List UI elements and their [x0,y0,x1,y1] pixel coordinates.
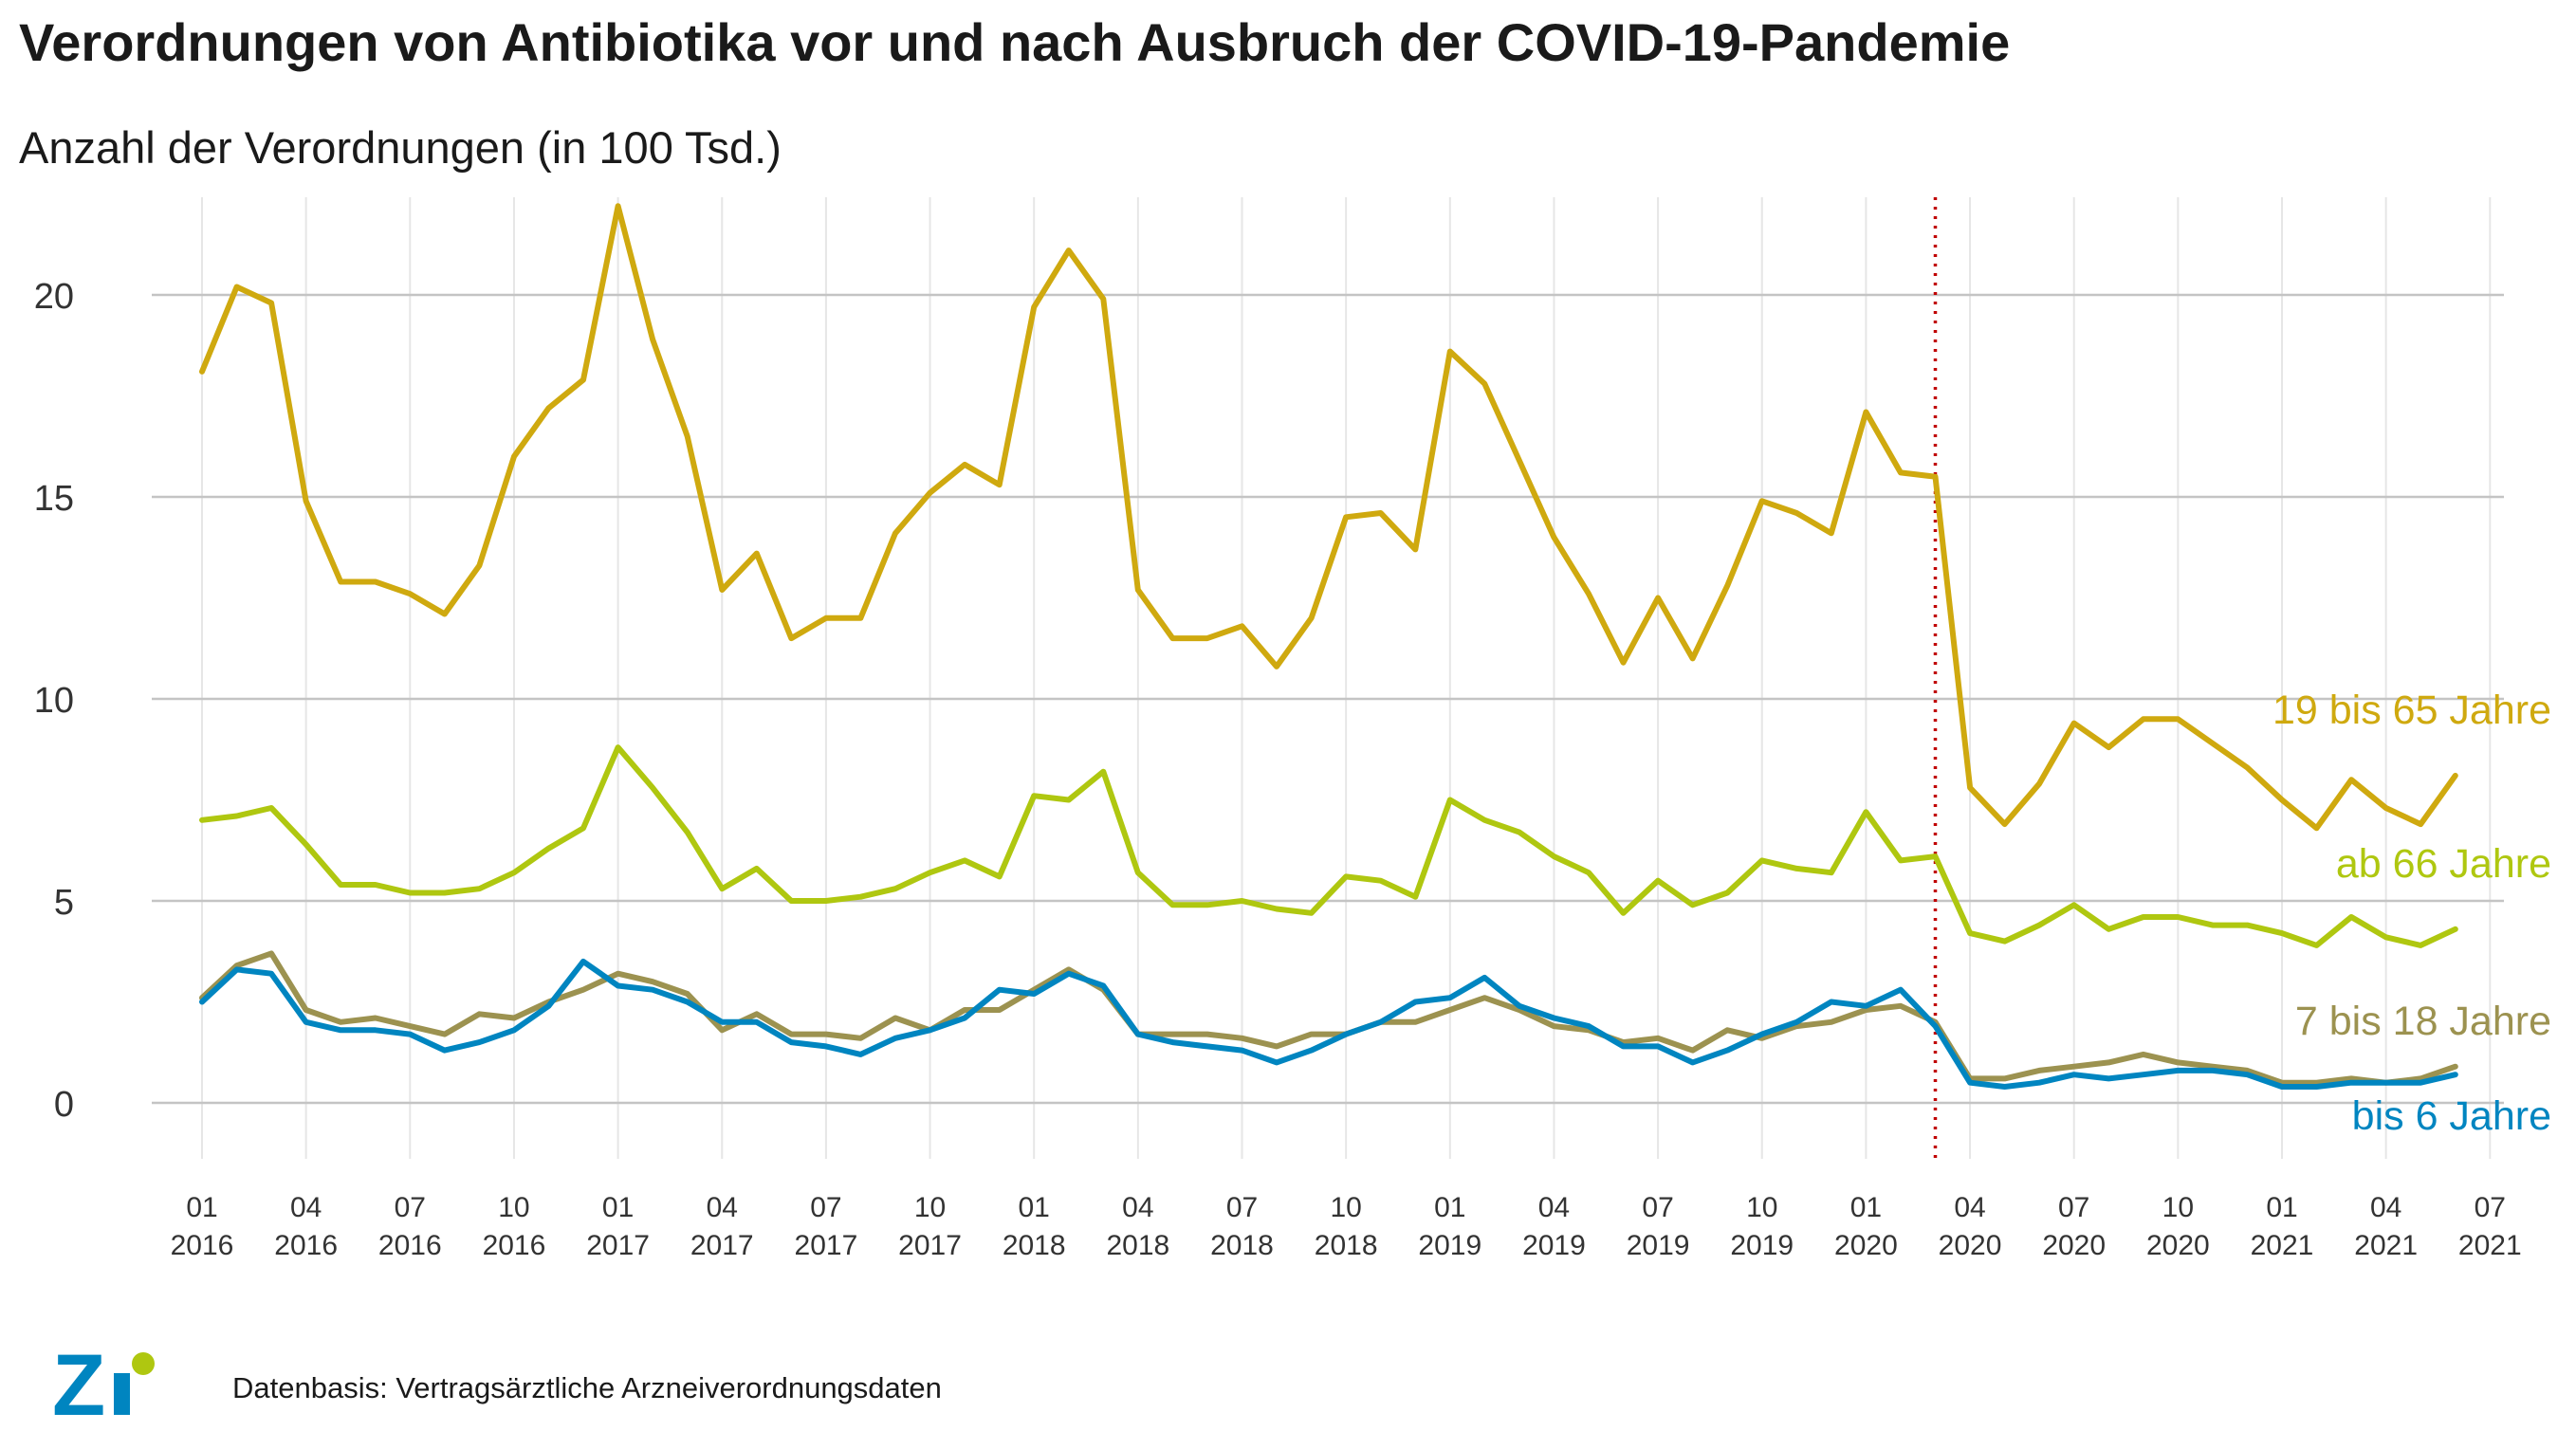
series-label-3: bis 6 Jahre [2352,1093,2551,1139]
y-tick-label: 10 [34,681,74,721]
x-tick-month: 01 [1019,1192,1050,1223]
x-tick-month: 04 [1122,1192,1153,1223]
x-tick-month: 10 [914,1192,946,1223]
x-tick-month: 04 [1538,1192,1570,1223]
x-tick-month: 01 [2266,1192,2297,1223]
x-tick-month: 01 [186,1192,217,1223]
x-tick-month: 01 [602,1192,634,1223]
series-label-0: 19 bis 65 Jahre [2272,688,2551,733]
data-source-note: Datenbasis: Vertragsärztliche Arzneivero… [232,1371,942,1404]
x-tick-month: 10 [2162,1192,2194,1223]
x-tick-month: 10 [498,1192,529,1223]
x-tick-year: 2021 [2458,1230,2522,1261]
x-tick-year: 2016 [378,1230,442,1261]
series-line-2 [199,950,2458,1086]
y-axis: 0 5 10 15 20 [34,277,74,1125]
x-tick-year: 2018 [1003,1230,1066,1261]
x-tick-year: 2019 [1418,1230,1481,1261]
series-label-2: 7 bis 18 Jahre [2295,999,2551,1044]
x-tick-year: 2019 [1627,1230,1690,1261]
x-tick-year: 2016 [483,1230,546,1261]
x-tick-month: 04 [2370,1192,2401,1223]
series-line-1 [199,744,2458,948]
x-tick-year: 2016 [274,1230,338,1261]
x-tick-year: 2018 [1106,1230,1169,1261]
zi-logo: Z [52,1337,156,1434]
series-lines [199,203,2458,1090]
x-tick-year: 2020 [2146,1230,2210,1261]
series-line-3 [199,958,2458,1090]
y-tick-label: 0 [54,1085,74,1125]
x-tick-month: 01 [1434,1192,1465,1223]
x-tick-month: 04 [707,1192,738,1223]
gridlines [152,197,2504,1159]
x-tick-month: 10 [1746,1192,1777,1223]
x-tick-year: 2018 [1315,1230,1378,1261]
x-tick-year: 2017 [690,1230,754,1261]
x-tick-year: 2017 [586,1230,650,1261]
chart-subtitle: Anzahl der Verordnungen (in 100 Tsd.) [19,122,782,173]
x-tick-year: 2019 [1522,1230,1586,1261]
y-tick-label: 5 [54,883,74,923]
x-tick-year: 2017 [898,1230,962,1261]
series-label-1: ab 66 Jahre [2336,841,2551,887]
x-tick-year: 2020 [1834,1230,1898,1261]
y-tick-label: 15 [34,479,74,519]
x-axis: 01 2016 04 2016 07 2016 10 2016 01 2017 04 2017 07 20… [171,1192,2522,1261]
logo-letter-i-stem [114,1373,130,1415]
x-tick-month: 07 [810,1192,841,1223]
x-tick-year: 2021 [2251,1230,2314,1261]
x-tick-month: 04 [1954,1192,1985,1223]
x-tick-month: 07 [1226,1192,1258,1223]
x-tick-month: 04 [290,1192,322,1223]
x-tick-month: 07 [1642,1192,1673,1223]
y-tick-label: 20 [34,277,74,317]
chart-title: Verordnungen von Antibiotika vor und nac… [19,12,2011,72]
x-tick-year: 2019 [1730,1230,1794,1261]
x-tick-year: 2020 [1939,1230,2002,1261]
x-tick-year: 2016 [171,1230,234,1261]
x-tick-year: 2020 [2042,1230,2106,1261]
series-line-0 [199,203,2458,832]
x-tick-month: 01 [1850,1192,1882,1223]
x-tick-month: 10 [1330,1192,1361,1223]
x-tick-year: 2017 [795,1230,858,1261]
logo-letter-z: Z [52,1347,105,1422]
series-labels: 19 bis 65 Jahre ab 66 Jahre 7 bis 18 Jahre… [2272,688,2551,1139]
x-tick-year: 2021 [2354,1230,2418,1261]
x-tick-year: 2018 [1210,1230,1274,1261]
x-tick-month: 07 [2475,1192,2506,1223]
x-tick-month: 07 [2058,1192,2089,1223]
x-tick-month: 07 [395,1192,426,1223]
logo-dot [132,1352,155,1375]
